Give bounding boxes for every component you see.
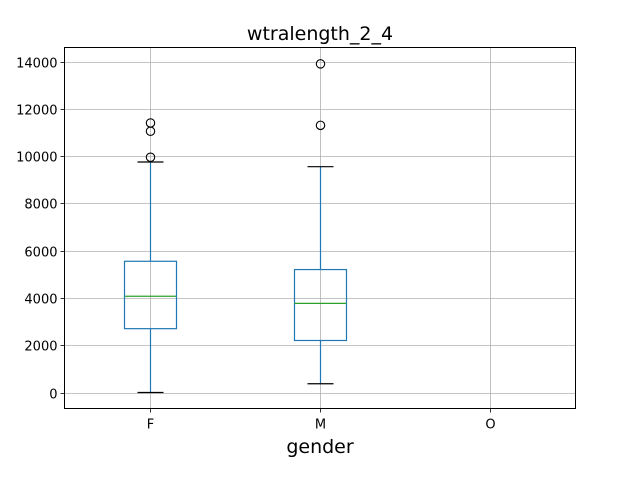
- y-tick-label: 12000: [16, 104, 57, 119]
- chart-title: wtralength_2_4: [247, 23, 393, 45]
- outlier-point: [145, 118, 156, 128]
- box-series: [123, 59, 348, 394]
- box-iqr: [293, 268, 348, 342]
- y-tick-label: 8000: [24, 198, 57, 213]
- outlier-point: [315, 59, 326, 69]
- box-iqr: [123, 260, 178, 330]
- y-tick-label: 14000: [16, 57, 57, 72]
- plot-area-frame: [64, 47, 576, 409]
- y-tick-label: 0: [49, 388, 57, 403]
- outlier-point: [315, 120, 326, 131]
- y-tick-label: 2000: [24, 340, 57, 355]
- y-axis-ticks: 0 2000 4000 6000 8000 10000 12000 14000: [16, 57, 65, 403]
- x-tick-label: M: [315, 418, 326, 433]
- y-tick-label: 6000: [24, 246, 57, 261]
- y-tick-label: 10000: [16, 151, 57, 166]
- box-M: [293, 59, 348, 385]
- outlier-point: [145, 152, 156, 163]
- x-tick-label: O: [485, 418, 495, 433]
- box-F: [123, 118, 178, 394]
- y-tick-label: 4000: [24, 293, 57, 308]
- x-axis-label: gender: [286, 436, 354, 458]
- x-tick-label: F: [147, 418, 154, 433]
